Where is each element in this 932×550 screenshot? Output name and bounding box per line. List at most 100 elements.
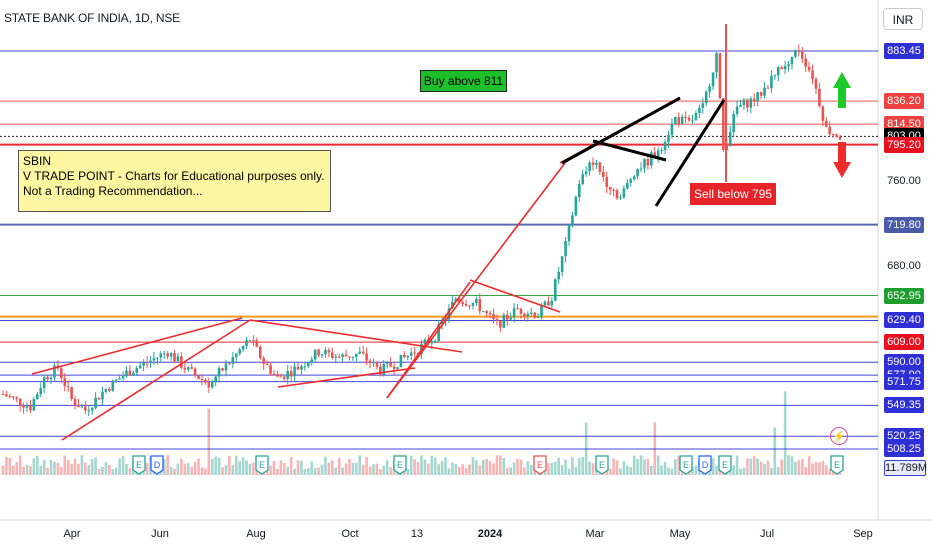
volume-bar (145, 463, 149, 475)
candle-body (132, 372, 135, 376)
volume-bar (557, 457, 561, 475)
volume-bar (588, 461, 591, 475)
volume-bar (210, 458, 214, 475)
volume-bar (53, 462, 56, 475)
volume-bar (228, 456, 231, 475)
volume-bar (488, 460, 492, 475)
candle-body (584, 171, 588, 175)
candle-body (591, 162, 595, 165)
candle-body (313, 349, 317, 360)
volume-bar (475, 460, 478, 475)
candle-body (643, 158, 646, 169)
candle-body (612, 189, 615, 191)
price-level-tag: 836.20 (884, 93, 924, 110)
volume-bar (739, 468, 742, 475)
volume-bar (317, 467, 320, 475)
candle-body (814, 79, 818, 89)
volume-bar (433, 457, 437, 475)
volume-bar (46, 467, 49, 475)
candle-body (403, 354, 406, 358)
candle-body (505, 314, 509, 320)
volume-bar (272, 460, 276, 475)
volume-bar (492, 463, 495, 475)
candle-body (114, 379, 118, 381)
candle-body (111, 380, 115, 391)
volume-bar (66, 460, 70, 475)
event-marker (595, 455, 609, 475)
candle-body (804, 58, 807, 67)
candle-body (766, 87, 770, 89)
candle-body (258, 346, 262, 359)
candle-body (317, 349, 320, 356)
candle-body (87, 410, 91, 412)
candle-body (385, 362, 389, 364)
volume-bar (200, 467, 204, 475)
volume-bar (204, 468, 207, 475)
candle-body (674, 117, 677, 124)
volume-bar (622, 461, 626, 475)
note-line: V TRADE POINT - Charts for Educational p… (23, 169, 325, 183)
candle-body (735, 106, 739, 114)
volume-bar (821, 460, 825, 475)
candle-body (101, 391, 104, 400)
volume-bar (173, 468, 176, 475)
volume-bar (379, 468, 382, 475)
volume-bar (39, 465, 43, 475)
volume-bar (197, 458, 200, 475)
candle-body (118, 378, 121, 380)
volume-bar (11, 465, 15, 475)
candle-body (722, 98, 725, 151)
event-marker (679, 455, 693, 475)
volume-bar (430, 455, 434, 475)
candle-body (783, 65, 787, 70)
candle-body (821, 106, 825, 121)
volume-bar (577, 458, 581, 475)
volume-bar (114, 467, 118, 475)
volume-bar (293, 468, 296, 475)
candle-body (183, 367, 187, 370)
candle-body (759, 92, 763, 96)
volume-bar (300, 460, 303, 475)
candle-body (718, 53, 722, 99)
time-axis-label: Sep (853, 528, 873, 540)
time-axis-label: Jun (151, 528, 169, 540)
candle-body (8, 396, 12, 398)
candle-body (577, 184, 581, 198)
up-arrow-icon (833, 72, 851, 108)
volume-bar (18, 455, 22, 475)
candle-body (361, 351, 365, 354)
volume-bar (512, 462, 516, 475)
price-level-tag: 652.95 (884, 287, 924, 304)
volume-bar (375, 463, 379, 475)
volume-bar (84, 462, 87, 475)
event-marker (393, 455, 407, 475)
volume-bar (245, 460, 248, 475)
candle-body (286, 371, 290, 379)
candle-body (379, 366, 382, 376)
candle-body (272, 373, 276, 375)
candle-body (399, 354, 403, 368)
candle-body (176, 356, 180, 362)
currency-button[interactable]: INR (883, 8, 923, 30)
volume-bar (320, 464, 324, 475)
volume-bar (440, 461, 444, 475)
symbol-title: STATE BANK OF INDIA, 1D, NSE (4, 11, 180, 25)
candle-body (780, 67, 783, 70)
candle-body (214, 376, 217, 383)
candle-body (159, 353, 163, 358)
volume-bar (591, 463, 595, 475)
candle-body (207, 382, 211, 388)
event-marker-letter: E (136, 460, 142, 470)
candle-body (598, 162, 602, 172)
lightning-icon[interactable]: ⚡ (830, 427, 848, 445)
candle-body (440, 321, 444, 325)
volume-bar (752, 456, 756, 475)
candle-body (684, 116, 687, 118)
volume-bar (423, 459, 427, 475)
volume-bar (169, 466, 173, 475)
volume-bar (797, 460, 801, 475)
event-marker-letter: E (259, 460, 265, 470)
candle-body (447, 308, 451, 320)
price-level-tag: 590.00 (884, 354, 924, 371)
volume-bar (800, 458, 804, 475)
